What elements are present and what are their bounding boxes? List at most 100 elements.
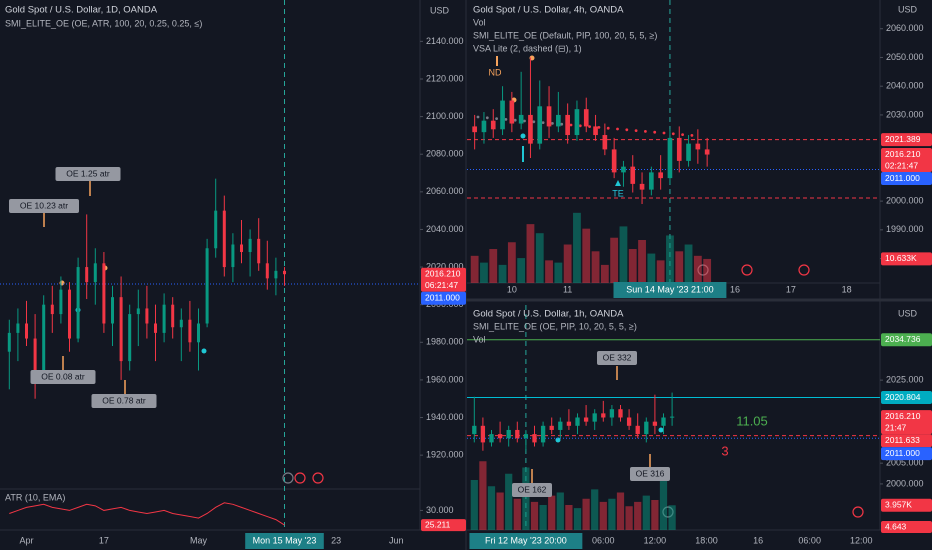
trend-dot [662,131,666,135]
signal-arrow [615,180,621,186]
candle-body [658,172,663,179]
candle-body [489,434,494,443]
axis-unit: USD [898,4,918,14]
candle-body [214,210,218,249]
event-icon [852,506,864,518]
candle-body [490,120,496,130]
indicator-legend: Vol [473,17,486,27]
candle-body [500,100,505,130]
price-tag [881,391,932,405]
candle-body [565,114,570,136]
x-tick-label: 16 [753,535,763,545]
candle-body [630,166,636,184]
price-tag-label: 2011.000 [885,448,920,458]
event-icon [798,264,810,276]
candle-body [480,425,486,443]
price-tag [881,252,932,266]
price-tag-label: 25.211 [425,519,451,529]
volume-bar [563,244,572,283]
trend-dot [578,124,582,128]
volume-bar [619,226,628,283]
price-tag [881,148,932,173]
signal-dot [658,427,664,433]
volume-bar [659,480,668,530]
trend-dot [532,120,536,124]
y-tick-label: 2030.000 [886,109,924,119]
candle-body [472,126,477,133]
indicator-legend: Vol [473,334,486,344]
x-tick-label: 18 [842,284,852,294]
price-tag-label: 2020.804 [885,392,921,402]
event-icon [312,472,324,484]
candle-body [515,429,520,439]
candle-body [592,413,597,422]
x-tick-label: Jun [389,535,404,545]
y-tick-label: 2020.000 [426,261,464,271]
indicator-legend: SMI_ELITE_OE (Default, PIP, 100, 20, 5, … [473,30,657,40]
candle-body [153,323,158,333]
candle-body [119,297,123,362]
candle-body [574,109,580,136]
annotation-box [597,351,637,365]
volume-bar [517,258,526,283]
volume-bar [565,505,573,530]
volume-bar [522,467,530,530]
price-tag-label: 3.957K [885,500,912,510]
trend-dot [560,122,564,126]
price-tag-label: 2011.633 [885,435,920,445]
trend-dot [588,125,591,128]
trend-dot [597,126,601,129]
volume-bar [634,501,642,530]
volume-bar [608,498,616,530]
annotation: OE 10.23 atr [20,200,68,210]
price-tag [421,291,466,305]
x-tick-label: 17 [786,284,796,294]
y-tick-label: 2000.000 [886,195,924,205]
volume-bar [675,251,684,283]
x-tick-label: 12:00 [850,535,873,545]
annotation: OE 0.78 atr [102,395,146,405]
candle-body [528,114,533,144]
volume-bar [693,255,702,283]
annotation: ND [489,67,502,77]
candle-body [481,120,487,133]
candle-body [583,417,589,422]
y-tick-label: 1920.000 [426,450,464,460]
x-tick-label: Apr [19,535,33,545]
volume-bar [470,480,478,530]
price-tag-label: 10.633K [885,253,917,263]
candle-body [128,314,132,362]
volume-bar [600,264,609,283]
candle-body [601,413,606,418]
candle-body [145,308,149,324]
price-tag-label: 2021.389 [885,134,921,144]
candle-body [686,143,691,161]
annotation: OE 0.08 atr [41,371,85,381]
oscillator-tag-label: 4.643 [885,521,907,531]
price-tag-label: 2016.210 [885,411,921,421]
volume-bar [539,505,547,530]
countdown: 06:21:47 [425,280,458,290]
candle-body [257,238,261,264]
pane-title: Gold Spot / U.S. Dollar, 1D, OANDA [5,5,158,16]
annotation-box [630,467,670,481]
atr-line [9,502,285,526]
y-tick-label: 2060.000 [426,186,464,196]
volume-bar [545,260,553,283]
volume-bar [479,461,487,530]
volume-bar [628,249,637,283]
volume-bar [556,492,564,530]
volume-bar [573,212,581,283]
candle-body [676,137,682,161]
candle-body [593,126,598,136]
volume-bar [625,506,633,530]
candle-body [162,304,166,333]
indicator-legend: SMI_ELITE_OE (OE, PIP, 10, 20, 5, 5, ≥) [473,321,637,331]
price-tag-label: 2011.000 [425,292,460,302]
y-tick-label: 2050.000 [886,52,924,62]
candle-body [239,244,244,253]
axis-unit: USD [430,5,450,15]
price-tag-label: 2016.210 [885,149,921,159]
candle-body [50,304,54,315]
candle-body [282,270,287,275]
